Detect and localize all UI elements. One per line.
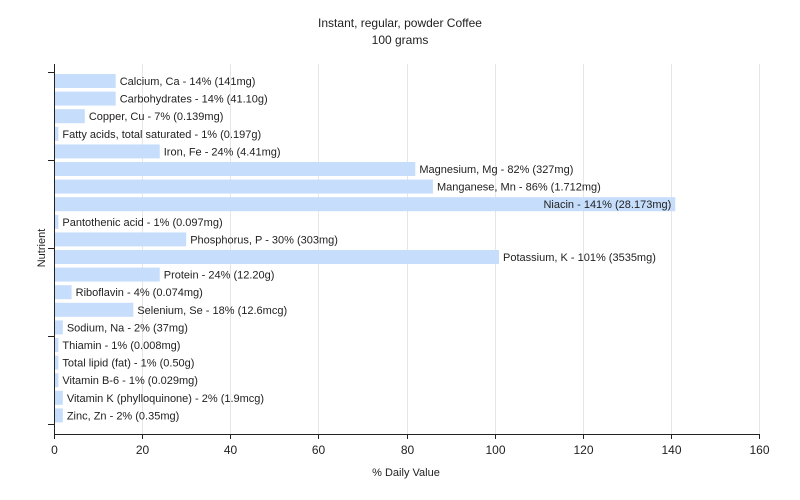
y-axis-title: Nutrient <box>36 229 48 268</box>
bar-label-15: Sodium, Na - 2% (37mg) <box>67 322 188 334</box>
chart-title: Instant, regular, powder Coffee <box>318 16 482 30</box>
bar-10 <box>55 232 187 247</box>
x-tick-label-20: 20 <box>136 443 150 457</box>
x-tick-label-60: 60 <box>312 443 326 457</box>
bars: Calcium, Ca - 14% (141mg) Carbohydrates -… <box>55 74 676 423</box>
bar-19 <box>55 390 63 405</box>
bar-11 <box>55 250 500 264</box>
bar-18 <box>55 373 59 388</box>
bar-6 <box>55 162 416 176</box>
bar-20 <box>55 408 63 423</box>
bar-5 <box>55 144 160 159</box>
bar-label-1: Calcium, Ca - 14% (141mg) <box>120 76 256 88</box>
bar-label-12: Protein - 24% (12.20g) <box>164 270 275 282</box>
bar-label-9: Pantothenic acid - 1% (0.097mg) <box>62 217 222 229</box>
bar-7 <box>55 179 433 194</box>
bar-9 <box>55 214 59 229</box>
bar-label-4: Fatty acids, total saturated - 1% (0.197… <box>62 129 261 141</box>
bar-label-3: Copper, Cu - 7% (0.139mg) <box>89 111 224 123</box>
x-tick-label-40: 40 <box>224 443 238 457</box>
bar-12 <box>55 267 160 282</box>
bar-label-16: Thiamin - 1% (0.008mg) <box>62 340 180 352</box>
bar-label-19: Vitamin K (phylloquinone) - 2% (1.9mcg) <box>67 393 264 405</box>
bar-label-7: Manganese, Mn - 86% (1.712mg) <box>437 182 601 194</box>
x-axis-title: % Daily Value <box>372 467 440 479</box>
bar-17 <box>55 355 59 370</box>
bar-label-10: Phosphorus, P - 30% (303mg) <box>190 234 338 246</box>
bar-label-11: Potassium, K - 101% (3535mg) <box>503 252 656 264</box>
bar-13 <box>55 285 72 300</box>
x-tick-label-80: 80 <box>401 443 415 457</box>
bar-label-2: Carbohydrates - 14% (41.10g) <box>120 94 268 106</box>
x-tick-label-100: 100 <box>485 443 505 457</box>
chart-subtitle: 100 grams <box>372 33 429 47</box>
x-tick-label-160: 160 <box>749 443 769 457</box>
x-tick-label-140: 140 <box>661 443 681 457</box>
bar-label-6: Magnesium, Mg - 82% (327mg) <box>419 164 573 176</box>
bar-16 <box>55 338 59 352</box>
x-tick-label-0: 0 <box>51 443 58 457</box>
bar-label-18: Vitamin B-6 - 1% (0.029mg) <box>62 375 198 387</box>
bar-14 <box>55 302 134 317</box>
axes: 0 20 40 60 80 100 120 140 160 <box>48 64 770 457</box>
bar-2 <box>55 91 116 106</box>
bar-4 <box>55 126 59 141</box>
bar-label-17: Total lipid (fat) - 1% (0.50g) <box>62 358 194 370</box>
x-tick-label-120: 120 <box>573 443 593 457</box>
bar-label-20: Zinc, Zn - 2% (0.35mg) <box>67 410 179 422</box>
bar-label-8: Niacin - 141% (28.173mg) <box>543 199 671 211</box>
bar-8 <box>55 197 676 212</box>
bar-label-14: Selenium, Se - 18% (12.6mcg) <box>137 305 287 317</box>
bar-3 <box>55 109 85 124</box>
bar-label-13: Riboflavin - 4% (0.074mg) <box>76 287 203 299</box>
grid-lines <box>142 64 760 434</box>
bar-label-5: Iron, Fe - 24% (4.41mg) <box>164 146 281 158</box>
bar-1 <box>55 74 116 88</box>
bar-15 <box>55 320 63 335</box>
